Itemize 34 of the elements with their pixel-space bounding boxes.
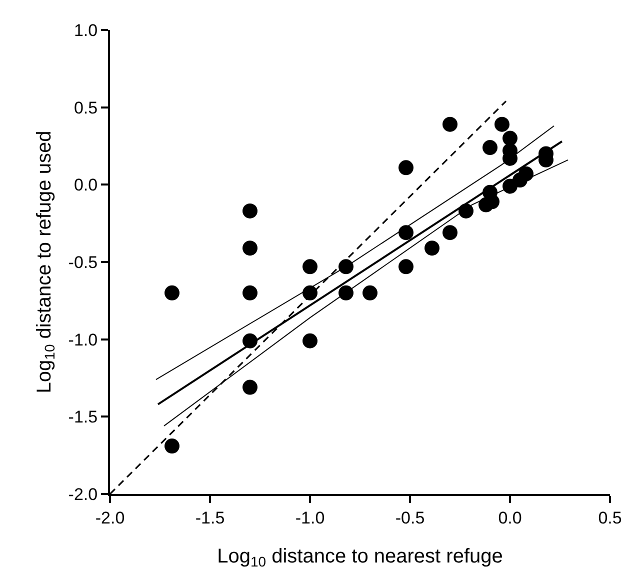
y-tick-label: 0.0: [74, 176, 98, 195]
x-tick-label: 0.5: [598, 508, 622, 528]
point: [494, 116, 510, 132]
point: [242, 203, 258, 218]
y-tick-label: 1.0: [74, 20, 98, 40]
y-tick-label: -1.5: [68, 408, 98, 427]
point: [502, 130, 518, 146]
point: [398, 160, 414, 176]
point: [302, 259, 318, 274]
point: [164, 285, 180, 300]
x-tick-label: -2.0: [95, 508, 125, 528]
point: [242, 285, 258, 300]
point: [442, 116, 458, 132]
y-tick-label: -1.0: [68, 330, 98, 350]
point: [242, 380, 258, 395]
point: [164, 438, 180, 454]
x-tick-label: -1.5: [195, 508, 225, 528]
x-tick-label: 0.0: [498, 508, 522, 528]
y-tick-label: -2.0: [68, 484, 98, 504]
point: [242, 240, 258, 256]
point: [424, 240, 440, 256]
y-tick-label: 0.5: [74, 98, 98, 118]
point: [338, 285, 354, 300]
point: [442, 225, 458, 240]
point: [362, 285, 378, 300]
point: [398, 225, 414, 240]
x-axis-title: Log$_{10}$ distance to nearest refuge: [217, 545, 503, 570]
y-tick-label: -0.5: [68, 252, 98, 272]
point: [518, 166, 534, 182]
x-tick-label: -0.5: [395, 508, 425, 528]
point: [302, 333, 318, 348]
x-tick-label: -1.0: [295, 508, 325, 528]
point: [482, 140, 498, 156]
point: [398, 259, 414, 274]
